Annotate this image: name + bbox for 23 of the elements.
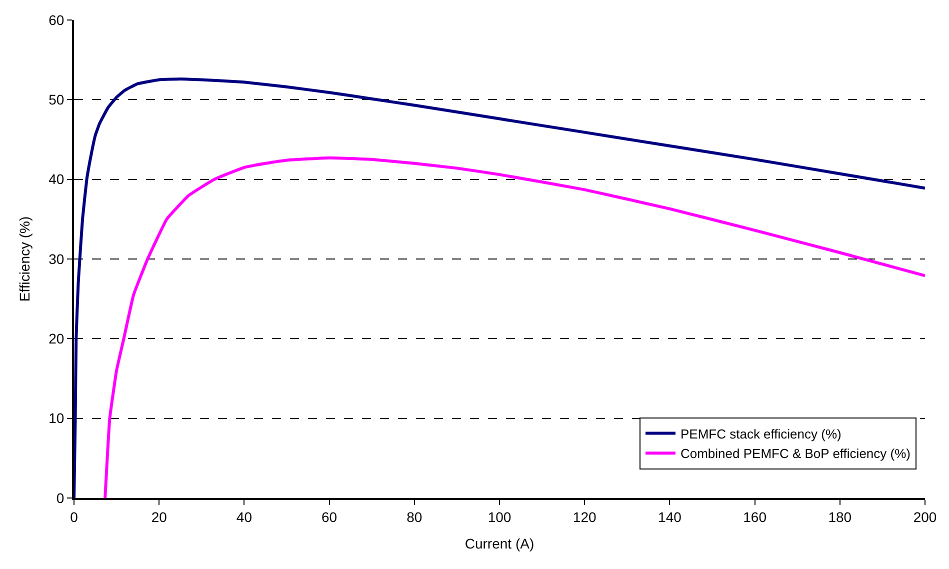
y-tick-label: 20	[48, 330, 64, 347]
x-tick-label: 80	[406, 508, 422, 525]
y-tick-label: 30	[48, 250, 64, 267]
legend-label: PEMFC stack efficiency (%)	[680, 426, 842, 442]
y-tick-label: 50	[48, 92, 64, 108]
y-tick-label: 0	[56, 490, 64, 506]
x-tick-label: 40	[236, 508, 252, 525]
x-tick-label: 160	[743, 508, 767, 525]
y-axis-title: Efficiency (%)	[16, 216, 33, 302]
x-tick-label: 200	[913, 508, 937, 525]
y-tick-label: 10	[48, 410, 64, 426]
legend-label: Combined PEMFC & BoP efficiency (%)	[680, 446, 910, 462]
x-tick-label: 60	[322, 508, 338, 525]
x-tick-label: 180	[828, 508, 852, 525]
y-tick-label: 60	[48, 12, 64, 28]
x-tick-label: 100	[488, 508, 512, 525]
x-axis-title: Current (A)	[464, 536, 534, 552]
x-tick-label: 0	[70, 508, 78, 525]
x-tick-label: 120	[572, 508, 596, 525]
x-tick-label: 20	[151, 508, 168, 525]
y-tick-label: 40	[48, 171, 64, 188]
x-tick-label: 140	[658, 508, 682, 525]
line-series	[104, 156, 925, 498]
